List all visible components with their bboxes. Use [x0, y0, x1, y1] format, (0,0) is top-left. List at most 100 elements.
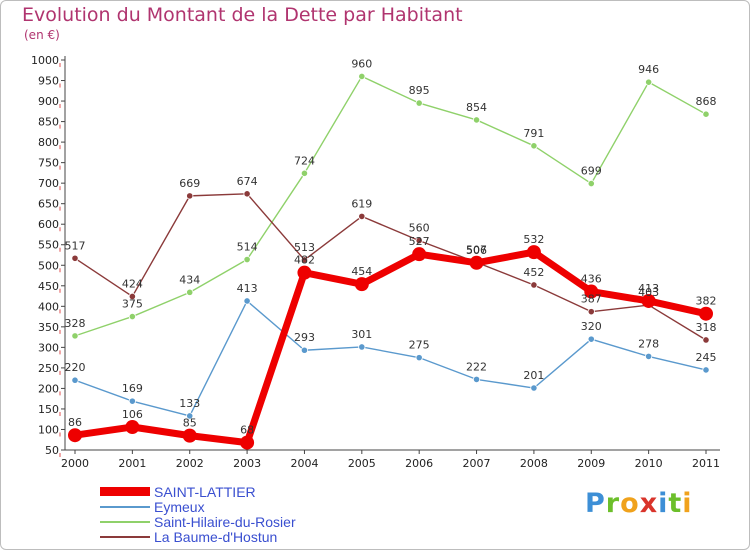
y-tick-label: 100 [38, 423, 59, 436]
y-tick-label: 950 [38, 75, 59, 88]
data-point [128, 292, 136, 301]
x-tick-label: 2009 [577, 457, 605, 470]
data-label: 413 [638, 282, 659, 295]
series-line [74, 300, 707, 417]
y-tick-label: 800 [38, 136, 59, 149]
y-tick-label: 650 [38, 198, 59, 211]
data-label: 301 [351, 328, 372, 341]
data-point [68, 428, 82, 443]
data-label: 293 [294, 331, 315, 344]
data-label: 169 [122, 382, 143, 395]
legend-swatch [100, 506, 150, 508]
data-point [128, 312, 136, 321]
data-label: 482 [294, 254, 315, 267]
data-point [584, 284, 599, 299]
data-label: 424 [122, 277, 143, 290]
data-point [300, 346, 309, 354]
data-label: 513 [294, 241, 315, 254]
data-point [472, 375, 481, 383]
logo-letter: i [658, 488, 669, 519]
data-label: 85 [183, 417, 197, 430]
data-point [415, 237, 423, 245]
data-label: 403 [638, 286, 659, 299]
y-tick-label: 1000 [31, 54, 59, 67]
data-point [702, 366, 710, 374]
data-label: 532 [523, 233, 544, 246]
logo-letter: o [620, 488, 640, 519]
x-tick-label: 2010 [635, 457, 663, 470]
data-label: 375 [122, 298, 143, 311]
y-tick-label: 200 [38, 382, 59, 395]
data-point [358, 72, 366, 81]
data-label: 434 [179, 273, 200, 286]
x-tick-label: 2008 [520, 457, 548, 470]
legend-swatch [100, 487, 150, 496]
x-tick-label: 2007 [463, 457, 491, 470]
data-point [415, 354, 423, 362]
y-tick-label: 150 [38, 403, 59, 416]
data-point [587, 335, 595, 343]
data-point [412, 247, 427, 262]
x-tick-label: 2003 [233, 457, 261, 470]
legend-swatch [100, 536, 150, 538]
legend-label: SAINT-LATTIER [154, 484, 256, 500]
data-label: 669 [179, 177, 200, 190]
data-point [300, 256, 309, 264]
y-tick-label: 300 [38, 341, 59, 354]
data-point [240, 435, 255, 450]
data-point [243, 255, 251, 264]
logo-letter: i [682, 488, 693, 519]
data-point [641, 293, 656, 308]
legend-swatch [100, 521, 150, 523]
chart-title: Evolution du Montant de la Dette par Hab… [22, 4, 463, 26]
data-point [472, 116, 481, 124]
data-point [358, 212, 366, 221]
data-label: 382 [696, 295, 717, 308]
logo-letter: P [585, 488, 606, 519]
data-point [182, 428, 197, 443]
data-label: 960 [351, 57, 372, 70]
data-label: 133 [179, 397, 200, 410]
logo-letter: r [605, 488, 621, 519]
data-label: 387 [581, 293, 602, 306]
data-point [300, 169, 309, 177]
data-label: 68 [240, 424, 254, 437]
data-label: 868 [696, 95, 717, 108]
data-label: 278 [638, 337, 659, 350]
data-label: 724 [294, 154, 315, 167]
data-label: 86 [68, 416, 82, 429]
y-tick-label: 500 [38, 259, 59, 272]
data-label: 436 [581, 273, 602, 286]
data-label: 452 [523, 266, 544, 279]
logo-letter: t [668, 488, 683, 519]
data-point [702, 110, 710, 118]
data-point [243, 297, 251, 305]
data-point [702, 336, 710, 344]
series-line [71, 248, 710, 447]
data-point [530, 142, 538, 150]
data-point [587, 179, 595, 188]
y-tick-label: 50 [45, 444, 59, 457]
data-point [415, 99, 423, 107]
data-label: 514 [237, 241, 258, 254]
data-point [699, 306, 713, 321]
y-tick-label: 900 [38, 95, 59, 108]
proxiti-logo: Proxiti [585, 488, 693, 519]
x-tick-label: 2000 [61, 457, 89, 470]
data-label: 699 [581, 165, 602, 178]
y-tick-label: 450 [38, 280, 59, 293]
data-label: 674 [237, 175, 258, 188]
data-label: 506 [466, 244, 487, 257]
data-point [71, 332, 79, 340]
data-label: 245 [696, 351, 717, 364]
y-tick-label: 550 [38, 239, 59, 252]
data-label: 413 [237, 282, 258, 295]
data-point [128, 397, 136, 405]
data-point [530, 384, 538, 392]
series-line [74, 75, 707, 337]
x-tick-label: 2004 [290, 457, 318, 470]
data-label: 320 [581, 320, 602, 333]
data-point [354, 277, 369, 292]
data-label: 318 [696, 321, 717, 334]
